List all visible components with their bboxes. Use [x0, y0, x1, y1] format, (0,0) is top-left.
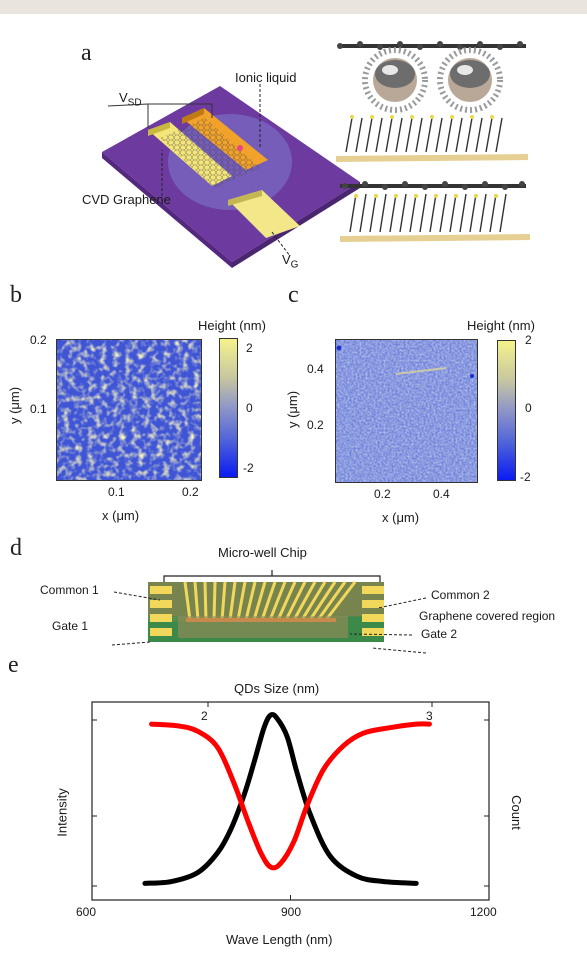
- qd-molecule-schematic-bottom: [340, 181, 530, 242]
- series-line-intensity: [142, 711, 419, 886]
- device-schematic: [102, 41, 530, 268]
- b-cbar-tick-2: -2: [243, 461, 254, 475]
- b-cbar-tick-0: 2: [246, 341, 253, 355]
- e-ylabel-right: Count: [508, 795, 524, 830]
- microwell-chip-title: Micro-well Chip: [218, 545, 307, 560]
- gate-electrode: [228, 190, 300, 238]
- afm-map-c: [335, 339, 478, 483]
- e-top-tick-1: 3: [426, 709, 433, 723]
- chart-frame: [91, 701, 490, 901]
- colorbar-title-c: Height (nm): [467, 318, 535, 333]
- cvd-graphene-label: CVD Graphene: [82, 192, 171, 207]
- c-xtick-0: 0.2: [374, 487, 391, 501]
- panel-c-letter: c: [288, 282, 299, 308]
- c-cbar-tick-1: 0: [525, 401, 532, 415]
- e-xtick-1: 900: [281, 905, 302, 919]
- e-top-axis-label: QDs Size (nm): [234, 681, 320, 696]
- b-xlabel: x (μm): [102, 508, 140, 523]
- gate-1-label: Gate 1: [52, 619, 89, 633]
- colorbar-title-b: Height (nm): [198, 318, 266, 333]
- b-cbar-tick-1: 0: [246, 401, 253, 415]
- c-xtick-1: 0.4: [433, 487, 450, 501]
- colorbar-b: [219, 338, 238, 478]
- header-strip: [0, 0, 587, 14]
- e-top-tick-0: 2: [201, 709, 208, 723]
- vsd-label: VSD: [119, 90, 142, 109]
- panel-d-letter: d: [10, 535, 22, 561]
- series-line-count: [149, 721, 432, 871]
- panel-a-letter: a: [81, 40, 92, 66]
- vg-label: VG: [282, 252, 299, 271]
- graphene-sheet: [160, 118, 260, 188]
- microwell-chip-image: [111, 570, 427, 654]
- afm-map-b: [56, 339, 202, 481]
- graphene-covered-region-label: Graphene covered region: [419, 609, 556, 623]
- c-cbar-tick-2: -2: [520, 470, 531, 484]
- common-1-label: Common 1: [40, 583, 99, 597]
- c-ytick-0: 0.4: [307, 362, 324, 376]
- e-xtick-0: 600: [76, 905, 97, 919]
- colorbar-c: [497, 340, 516, 481]
- b-xtick-1: 0.2: [182, 485, 199, 499]
- graphene-covered-region: [178, 616, 348, 638]
- e-xlabel: Wave Length (nm): [226, 932, 333, 947]
- panel-b-letter: b: [10, 282, 22, 308]
- c-xlabel: x (μm): [382, 510, 420, 525]
- gate-2-label: Gate 2: [421, 627, 458, 641]
- b-ytick-1: 0.1: [30, 402, 47, 416]
- common-2-label: Common 2: [431, 588, 490, 602]
- e-xtick-2: 1200: [470, 905, 497, 919]
- b-ytick-0: 0.2: [30, 333, 47, 347]
- qd-molecule-schematic-top: [336, 41, 528, 162]
- c-ytick-1: 0.2: [307, 418, 324, 432]
- c-cbar-tick-0: 2: [525, 333, 532, 347]
- panel-e-letter: e: [8, 652, 19, 678]
- b-xtick-0: 0.1: [108, 485, 125, 499]
- e-ylabel-left: Intensity: [54, 788, 70, 837]
- ionic-liquid-label: Ionic liquid: [235, 70, 297, 85]
